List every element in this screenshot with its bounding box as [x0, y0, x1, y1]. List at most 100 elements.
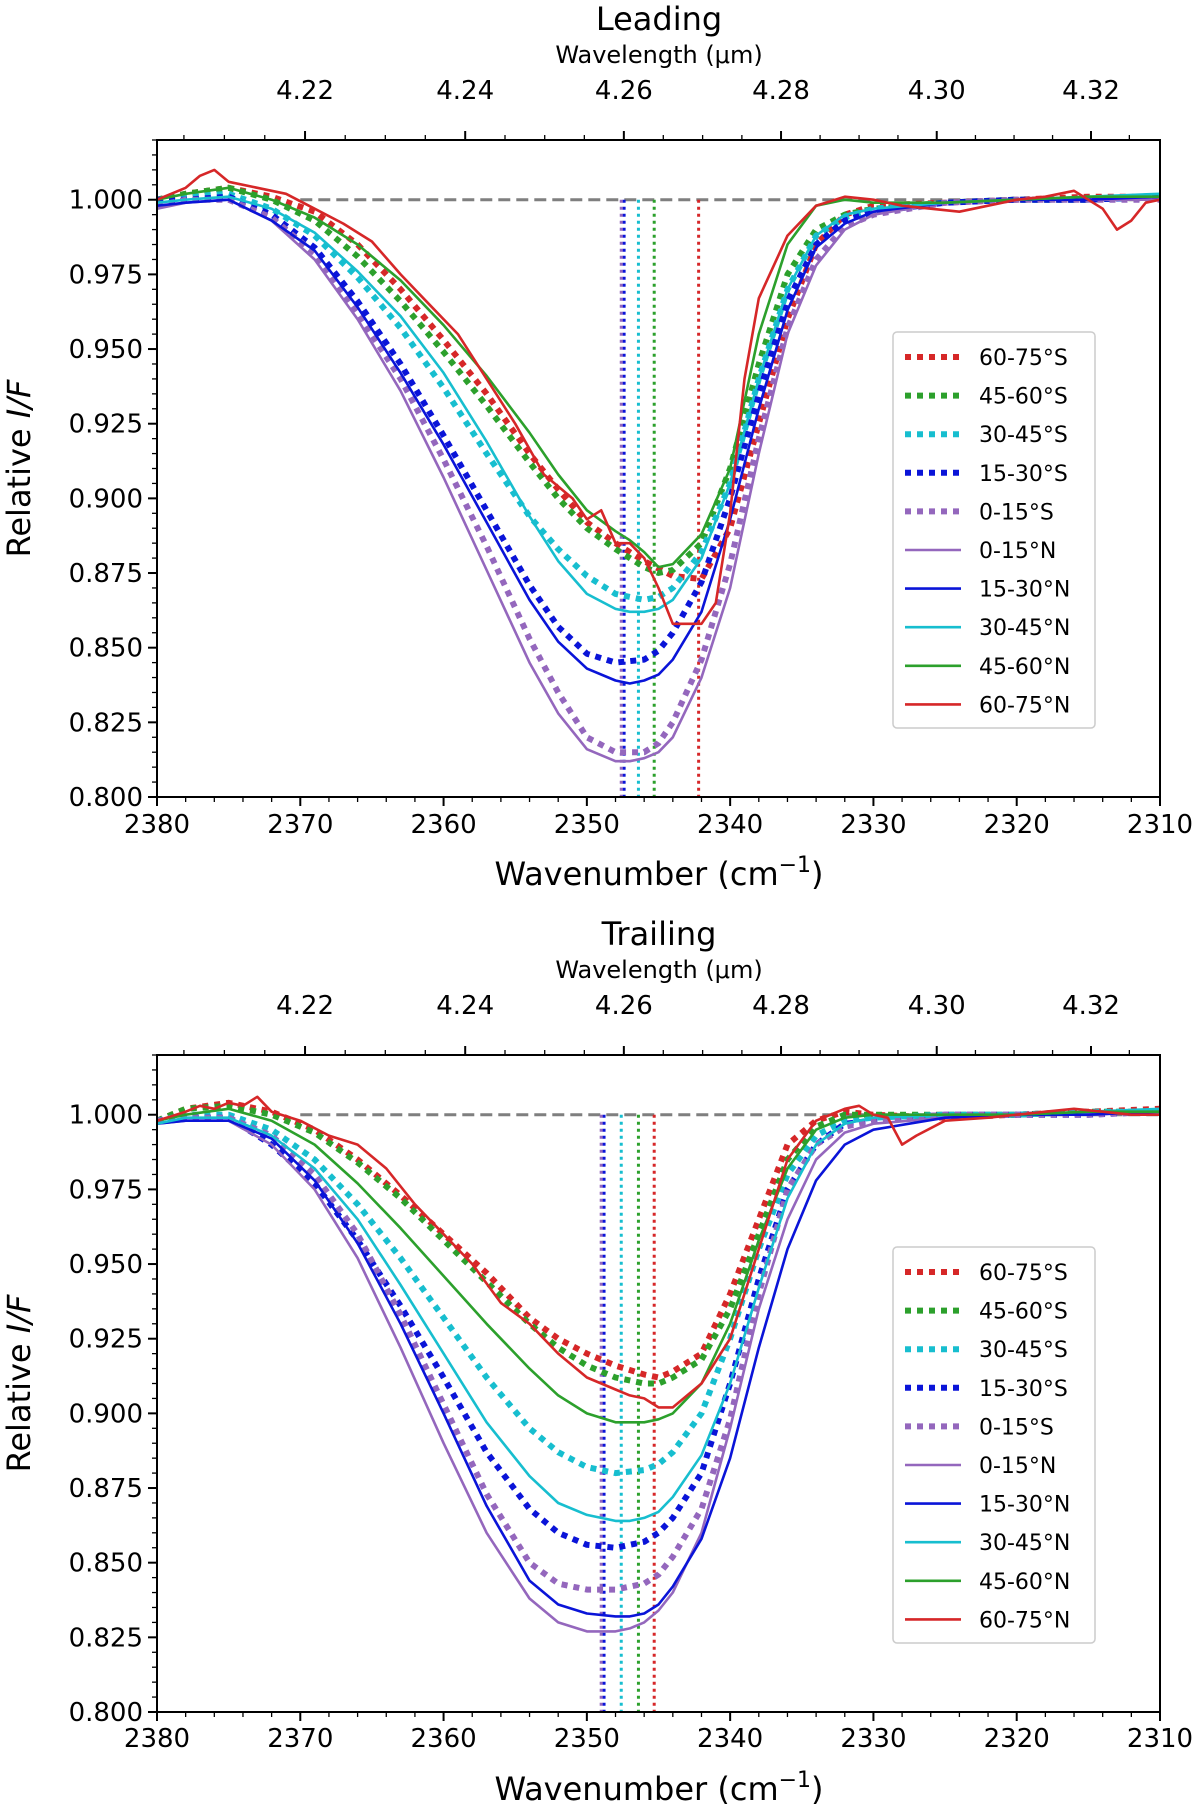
legend-label: 15-30°S	[979, 462, 1068, 487]
x-tick-label: 2380	[124, 810, 190, 840]
x-tick-label: 2370	[267, 810, 333, 840]
legend-label: 30-45°S	[979, 1338, 1068, 1363]
series-line-45-60°S	[157, 1102, 1160, 1387]
x-axis-label-main: Wavenumber (cm	[494, 1770, 778, 1808]
top-tick-label: 4.30	[908, 76, 966, 106]
y-axis-label: Relative I/F	[0, 379, 38, 557]
x-axis-label: Wavenumber (cm−1)	[494, 1768, 823, 1808]
y-axis-label-prefix: Relative	[0, 418, 38, 557]
top-tick-label: 4.22	[276, 991, 334, 1021]
legend-label: 45-60°S	[979, 385, 1068, 410]
legend-label: 60-75°S	[979, 346, 1068, 371]
series-line-45-60°N	[157, 1107, 1160, 1424]
x-tick-label: 2340	[697, 1724, 763, 1754]
x-axis-label-close: )	[811, 855, 823, 893]
series-line-30-45°N	[157, 1107, 1160, 1523]
top-axis-label: Wavelength (μm)	[555, 956, 762, 984]
legend-label: 0-15°S	[979, 1415, 1054, 1440]
legend-label: 30-45°N	[979, 616, 1070, 641]
series-line-15-30°N	[157, 1110, 1160, 1618]
legend-label: 45-60°S	[979, 1300, 1068, 1325]
y-axis-label-var: I/F	[0, 379, 38, 418]
trailing-panel: Trailing Wavelength (μm) 2380 2370 2360 2350 2…	[0, 915, 1193, 1808]
top-tick-label: 4.28	[752, 76, 810, 106]
legend-label: 15-30°N	[979, 1493, 1070, 1518]
x-axis-label-sup: −1	[779, 853, 811, 878]
series-line-30-45°N	[157, 192, 1160, 614]
y-tick-label: 0.975	[69, 1175, 143, 1205]
top-tick-label: 4.32	[1062, 991, 1120, 1021]
y-tick-label: 0.825	[69, 1623, 143, 1653]
x-axis-label-sup: −1	[779, 1768, 811, 1793]
y-tick-label: 0.850	[69, 634, 143, 664]
series-line-0-15°S	[157, 1108, 1160, 1593]
y-tick-label: 0.825	[69, 708, 143, 738]
series-line-60-75°N	[157, 1095, 1160, 1409]
y-tick-label: 0.925	[69, 1325, 143, 1355]
y-tick-label: 0.800	[69, 783, 143, 813]
y-tick-label: 0.875	[69, 1474, 143, 1504]
x-axis-label-main: Wavenumber (cm	[494, 855, 778, 893]
panel-title: Trailing	[601, 915, 717, 953]
top-axis-label: Wavelength (μm)	[555, 41, 762, 69]
series-line-45-60°N	[157, 186, 1160, 569]
x-tick-label: 2350	[554, 1724, 620, 1754]
y-tick-label: 1.000	[69, 1101, 143, 1131]
y-tick-label: 0.975	[69, 260, 143, 290]
series-line-60-75°N	[157, 168, 1160, 626]
top-tick-label: 4.26	[595, 991, 653, 1021]
x-tick-label: 2310	[1127, 1724, 1193, 1754]
x-tick-label: 2330	[840, 810, 906, 840]
legend-box	[892, 1246, 1096, 1644]
top-tick-label: 4.30	[908, 991, 966, 1021]
x-tick-label: 2370	[267, 1724, 333, 1754]
series-line-15-30°N	[157, 195, 1160, 685]
y-tick-label: 0.950	[69, 335, 143, 365]
legend-label: 30-45°S	[979, 423, 1068, 448]
x-tick-label: 2340	[697, 810, 763, 840]
series-line-0-15°N	[157, 198, 1160, 763]
legend-label: 60-75°N	[979, 693, 1070, 718]
y-tick-label: 0.800	[69, 1698, 143, 1728]
legend-label: 0-15°S	[979, 500, 1054, 525]
series-line-45-60°S	[157, 184, 1160, 576]
panel-title: Leading	[596, 0, 722, 38]
series-line-15-30°S	[157, 193, 1160, 666]
legend-label: 15-30°N	[979, 578, 1070, 603]
top-tick-label: 4.32	[1062, 76, 1120, 106]
y-axis-label: Relative I/F	[0, 1294, 38, 1472]
legend-label: 60-75°S	[979, 1261, 1068, 1286]
legend-label: 60-75°N	[979, 1608, 1070, 1633]
y-axis-label-var: I/F	[0, 1294, 38, 1333]
series-line-0-15°N	[157, 1110, 1160, 1633]
x-tick-label: 2360	[410, 810, 476, 840]
top-tick-label: 4.24	[436, 76, 494, 106]
x-axis-label-close: )	[811, 1770, 823, 1808]
x-tick-label: 2330	[840, 1724, 906, 1754]
legend-label: 15-30°S	[979, 1377, 1068, 1402]
legend-label: 0-15°N	[979, 1454, 1056, 1479]
x-tick-label: 2380	[124, 1724, 190, 1754]
legend-label: 30-45°N	[979, 1531, 1070, 1556]
y-tick-label: 0.950	[69, 1250, 143, 1280]
y-tick-label: 0.900	[69, 484, 143, 514]
legend-label: 45-60°N	[979, 655, 1070, 680]
legend-box	[892, 331, 1096, 729]
x-tick-label: 2360	[410, 1724, 476, 1754]
y-tick-label: 0.925	[69, 410, 143, 440]
x-tick-label: 2320	[984, 1724, 1050, 1754]
leading-panel: Leading Wavelength (μm) 2380 2370 2360 2350 23…	[0, 0, 1193, 893]
top-tick-label: 4.26	[595, 76, 653, 106]
x-tick-label: 2350	[554, 810, 620, 840]
top-tick-label: 4.22	[276, 76, 334, 106]
y-tick-label: 0.850	[69, 1549, 143, 1579]
x-tick-label: 2320	[984, 810, 1050, 840]
legend-label: 0-15°N	[979, 539, 1056, 564]
y-tick-label: 0.875	[69, 559, 143, 589]
y-tick-label: 1.000	[69, 186, 143, 216]
top-tick-label: 4.28	[752, 991, 810, 1021]
top-tick-label: 4.24	[436, 991, 494, 1021]
x-axis-label: Wavenumber (cm−1)	[494, 853, 823, 893]
y-axis-label-prefix: Relative	[0, 1333, 38, 1472]
